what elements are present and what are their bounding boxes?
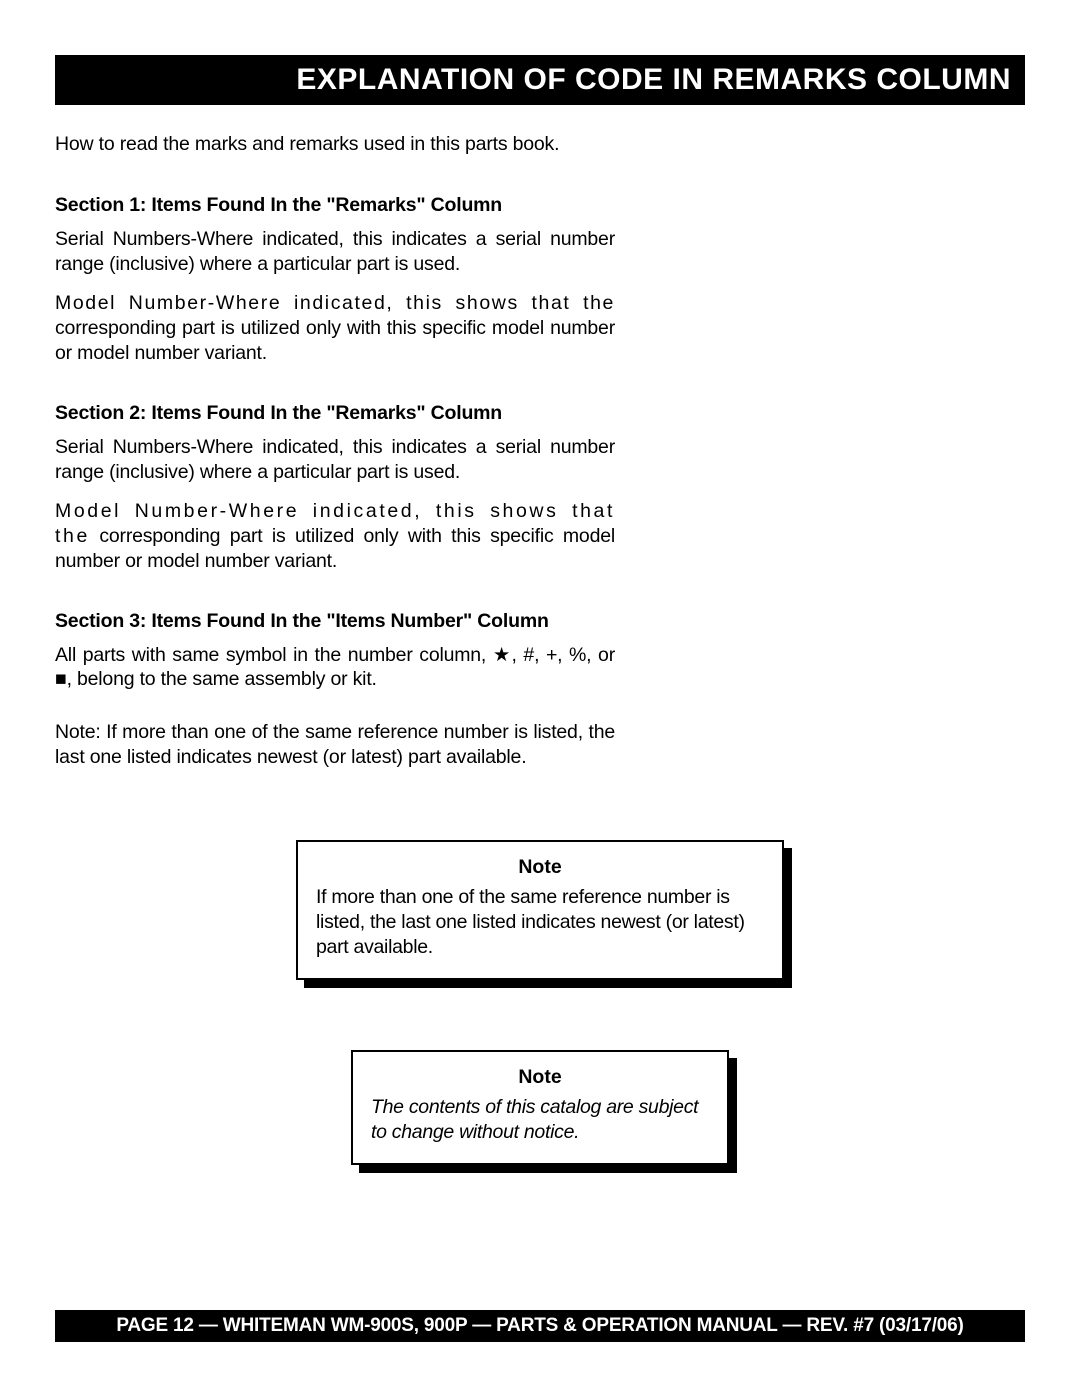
section-1-p2: Model Number-Where indicated, this shows… (55, 291, 615, 366)
page-footer-text: PAGE 12 — WHITEMAN WM-900S, 900P — PARTS… (116, 1315, 963, 1336)
section-1-heading: Section 1: Items Found In the "Remarks" … (55, 194, 615, 217)
intro-text: How to read the marks and remarks used i… (55, 133, 615, 156)
note-box-1-title: Note (316, 856, 764, 879)
section-2-heading: Section 2: Items Found In the "Remarks" … (55, 402, 615, 425)
section-1-p1: Serial Numbers-Where indicated, this ind… (55, 227, 615, 277)
note-line: Note: If more than one of the same refer… (55, 720, 615, 770)
section-2-p2: Model Number-Where indicated, this shows… (55, 499, 615, 574)
note-box-1-wrap: Note If more than one of the same refere… (296, 840, 784, 980)
section-2-p1: Serial Numbers-Where indicated, this ind… (55, 435, 615, 485)
section-2: Section 2: Items Found In the "Remarks" … (55, 402, 615, 574)
note-box-2-body: The contents of this catalog are subject… (371, 1095, 709, 1145)
note-box-2-title: Note (371, 1066, 709, 1089)
section-1: Section 1: Items Found In the "Remarks" … (55, 194, 615, 366)
main-content-column: How to read the marks and remarks used i… (55, 133, 615, 770)
page-header-bar: EXPLANATION OF CODE IN REMARKS COLUMN (55, 55, 1025, 105)
section-2-p2b: corresponding part is utilized only with… (55, 525, 615, 572)
section-3-p1: All parts with same symbol in the number… (55, 643, 615, 693)
section-1-p2a: Model Number-Where indicated, this shows… (55, 292, 615, 314)
page-footer-bar: PAGE 12 — WHITEMAN WM-900S, 900P — PARTS… (55, 1310, 1025, 1342)
section-1-p2b: corresponding part is utilized only with… (55, 317, 615, 364)
note-box-1: Note If more than one of the same refere… (296, 840, 784, 980)
page-header-title: EXPLANATION OF CODE IN REMARKS COLUMN (296, 63, 1011, 96)
section-3: Section 3: Items Found In the "Items Num… (55, 610, 615, 693)
note-box-2-wrap: Note The contents of this catalog are su… (351, 1050, 729, 1165)
note-box-1-body: If more than one of the same reference n… (316, 885, 764, 960)
note-box-2: Note The contents of this catalog are su… (351, 1050, 729, 1165)
section-3-heading: Section 3: Items Found In the "Items Num… (55, 610, 615, 633)
